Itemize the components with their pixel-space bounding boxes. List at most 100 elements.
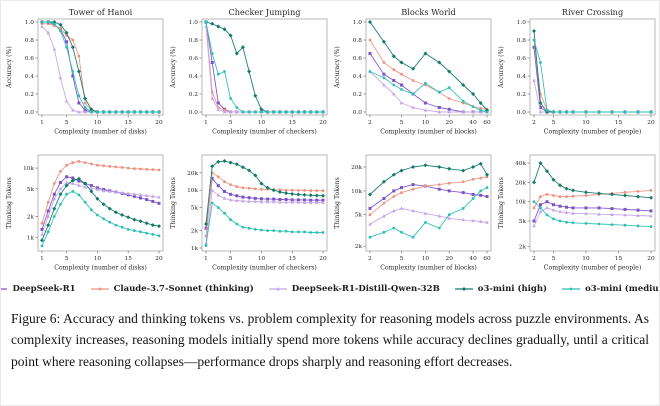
svg-text:60: 60 xyxy=(483,120,491,126)
svg-text:Tower of Hanoi: Tower of Hanoi xyxy=(69,7,133,17)
chart-blocks-world-tokens: 2 5 10 20 40 60 2k 5k 10k 20k Complexity (number o… xyxy=(331,142,495,278)
svg-text:0.2: 0.2 xyxy=(517,92,527,98)
svg-text:10k: 10k xyxy=(187,188,198,194)
svg-text:Complexity (number of blocks): Complexity (number of blocks) xyxy=(380,265,477,272)
svg-text:Thinking Tokens: Thinking Tokens xyxy=(6,177,13,229)
svg-text:1: 1 xyxy=(40,120,44,126)
svg-text:1.0: 1.0 xyxy=(25,20,35,26)
svg-text:0.2: 0.2 xyxy=(353,92,363,98)
svg-text:20: 20 xyxy=(647,256,655,262)
svg-text:River Crossing: River Crossing xyxy=(562,7,623,17)
svg-text:0.2: 0.2 xyxy=(25,92,35,98)
svg-text:10: 10 xyxy=(422,256,430,262)
svg-text:20k: 20k xyxy=(515,180,526,186)
svg-text:15: 15 xyxy=(125,256,133,262)
svg-text:10: 10 xyxy=(582,256,590,262)
charts-grid: Tower of Hanoi 1 5 10 15 20 0.0 0.2 0.4 0.6 0.8 1.0… xyxy=(3,6,659,278)
svg-text:20k: 20k xyxy=(187,171,198,177)
svg-text:1k: 1k xyxy=(27,235,35,241)
legend-swatch xyxy=(1,288,8,290)
svg-text:1.0: 1.0 xyxy=(517,20,527,26)
svg-text:2: 2 xyxy=(532,120,536,126)
svg-text:2: 2 xyxy=(532,256,536,262)
legend-item: o3-mini (high) xyxy=(454,284,547,294)
svg-text:5: 5 xyxy=(229,120,233,126)
legend-swatch xyxy=(268,287,287,291)
legend-swatch xyxy=(562,287,581,291)
legend-item-label: DeepSeek-R1 xyxy=(12,284,76,294)
svg-text:2k: 2k xyxy=(191,229,199,235)
svg-text:60: 60 xyxy=(483,256,491,262)
svg-text:Thinking Tokens: Thinking Tokens xyxy=(498,177,505,229)
svg-text:Checker Jumping: Checker Jumping xyxy=(229,7,301,17)
svg-text:2k: 2k xyxy=(519,245,527,251)
figure-caption: Figure 6: Accuracy and thinking tokens v… xyxy=(11,308,649,372)
svg-text:20k: 20k xyxy=(351,165,362,171)
svg-text:10k: 10k xyxy=(23,166,34,172)
svg-text:20: 20 xyxy=(647,120,655,126)
svg-text:0.8: 0.8 xyxy=(189,38,199,44)
svg-text:0.4: 0.4 xyxy=(189,74,199,80)
svg-text:0.0: 0.0 xyxy=(353,110,363,116)
svg-text:1: 1 xyxy=(204,120,208,126)
legend-item: o3-mini (medium) xyxy=(561,284,659,294)
chart-checker-jumping-accuracy: Checker Jumping 1 5 10 15 20 0.0 0.2 0.4 0.6 0.8 1.… xyxy=(167,6,331,142)
svg-text:40k: 40k xyxy=(515,161,526,167)
svg-text:0.4: 0.4 xyxy=(25,74,35,80)
svg-text:Complexity (number of people): Complexity (number of people) xyxy=(544,129,642,136)
chart-blocks-world-accuracy: Blocks World 2 5 10 20 40 60 0.0 0.2 0.4 0.6 0.8 1.0… xyxy=(331,6,495,142)
svg-text:1.0: 1.0 xyxy=(189,20,199,26)
svg-text:10: 10 xyxy=(258,120,266,126)
chart-river-crossing-tokens-svg: 2 5 10 15 20 2k 5k 10k 20k 40k Complexity (number … xyxy=(498,154,656,272)
svg-text:20: 20 xyxy=(155,256,163,262)
svg-text:5: 5 xyxy=(229,256,233,262)
svg-text:10: 10 xyxy=(422,120,430,126)
legend-item-label: o3-mini (medium) xyxy=(585,284,659,294)
svg-text:10k: 10k xyxy=(515,200,526,206)
svg-text:0.4: 0.4 xyxy=(517,74,527,80)
svg-text:Complexity (number of blocks): Complexity (number of blocks) xyxy=(380,129,477,136)
chart-blocks-world-tokens-svg: 2 5 10 20 40 60 2k 5k 10k 20k Complexity (number o… xyxy=(334,154,492,272)
caption-label: Figure 6: xyxy=(11,311,61,326)
svg-text:0.2: 0.2 xyxy=(189,92,199,98)
chart-legend: DeepSeek-R1 Claude-3.7-Sonnet (thinking) D… xyxy=(1,279,659,299)
svg-text:Complexity (number of checkers: Complexity (number of checkers) xyxy=(212,265,317,272)
svg-text:2k: 2k xyxy=(355,244,363,250)
chart-river-crossing-accuracy: River Crossing 2 5 10 15 20 0.0 0.2 0.4 0.6 0.8 1.0… xyxy=(495,6,659,142)
svg-text:Complexity (number of disks): Complexity (number of disks) xyxy=(54,265,147,272)
svg-text:5: 5 xyxy=(552,120,556,126)
svg-text:Accuracy (%): Accuracy (%) xyxy=(6,46,13,89)
legend-item-label: DeepSeek-R1-Distill-Qwen-32B xyxy=(291,284,440,294)
svg-text:15: 15 xyxy=(615,256,623,262)
chart-tower-of-hanoi-accuracy: Tower of Hanoi 1 5 10 15 20 0.0 0.2 0.4 0.6 0.8 1.0… xyxy=(3,6,167,142)
svg-text:1.0: 1.0 xyxy=(353,20,363,26)
svg-text:15: 15 xyxy=(289,120,297,126)
svg-text:0.6: 0.6 xyxy=(517,56,527,62)
chart-blocks-world-accuracy-svg: Blocks World 2 5 10 20 40 60 0.0 0.2 0.4 0.6 0.8 1.0… xyxy=(334,7,492,136)
svg-text:1: 1 xyxy=(40,256,44,262)
svg-text:2: 2 xyxy=(368,120,372,126)
svg-text:0.6: 0.6 xyxy=(189,56,199,62)
svg-text:5: 5 xyxy=(65,120,69,126)
svg-text:Complexity (number of people): Complexity (number of people) xyxy=(544,265,642,272)
svg-text:5: 5 xyxy=(65,256,69,262)
svg-text:0.0: 0.0 xyxy=(517,110,527,116)
svg-text:5k: 5k xyxy=(191,206,199,212)
svg-text:5: 5 xyxy=(552,256,556,262)
svg-text:15: 15 xyxy=(615,120,623,126)
svg-text:40: 40 xyxy=(469,120,477,126)
svg-text:5: 5 xyxy=(400,256,404,262)
svg-text:0.8: 0.8 xyxy=(517,38,527,44)
legend-item-label: Claude-3.7-Sonnet (thinking) xyxy=(113,284,254,294)
chart-tower-of-hanoi-tokens: 1 5 10 15 20 1k 2k 5k 10k Complexity (number of d… xyxy=(3,142,167,278)
svg-text:10: 10 xyxy=(94,120,102,126)
legend-swatch xyxy=(90,287,109,291)
svg-text:2: 2 xyxy=(368,256,372,262)
chart-river-crossing-tokens: 2 5 10 15 20 2k 5k 10k 20k 40k Complexity (number … xyxy=(495,142,659,278)
legend-item: DeepSeek-R1-Distill-Qwen-32B xyxy=(268,284,440,294)
svg-text:10k: 10k xyxy=(351,189,362,195)
